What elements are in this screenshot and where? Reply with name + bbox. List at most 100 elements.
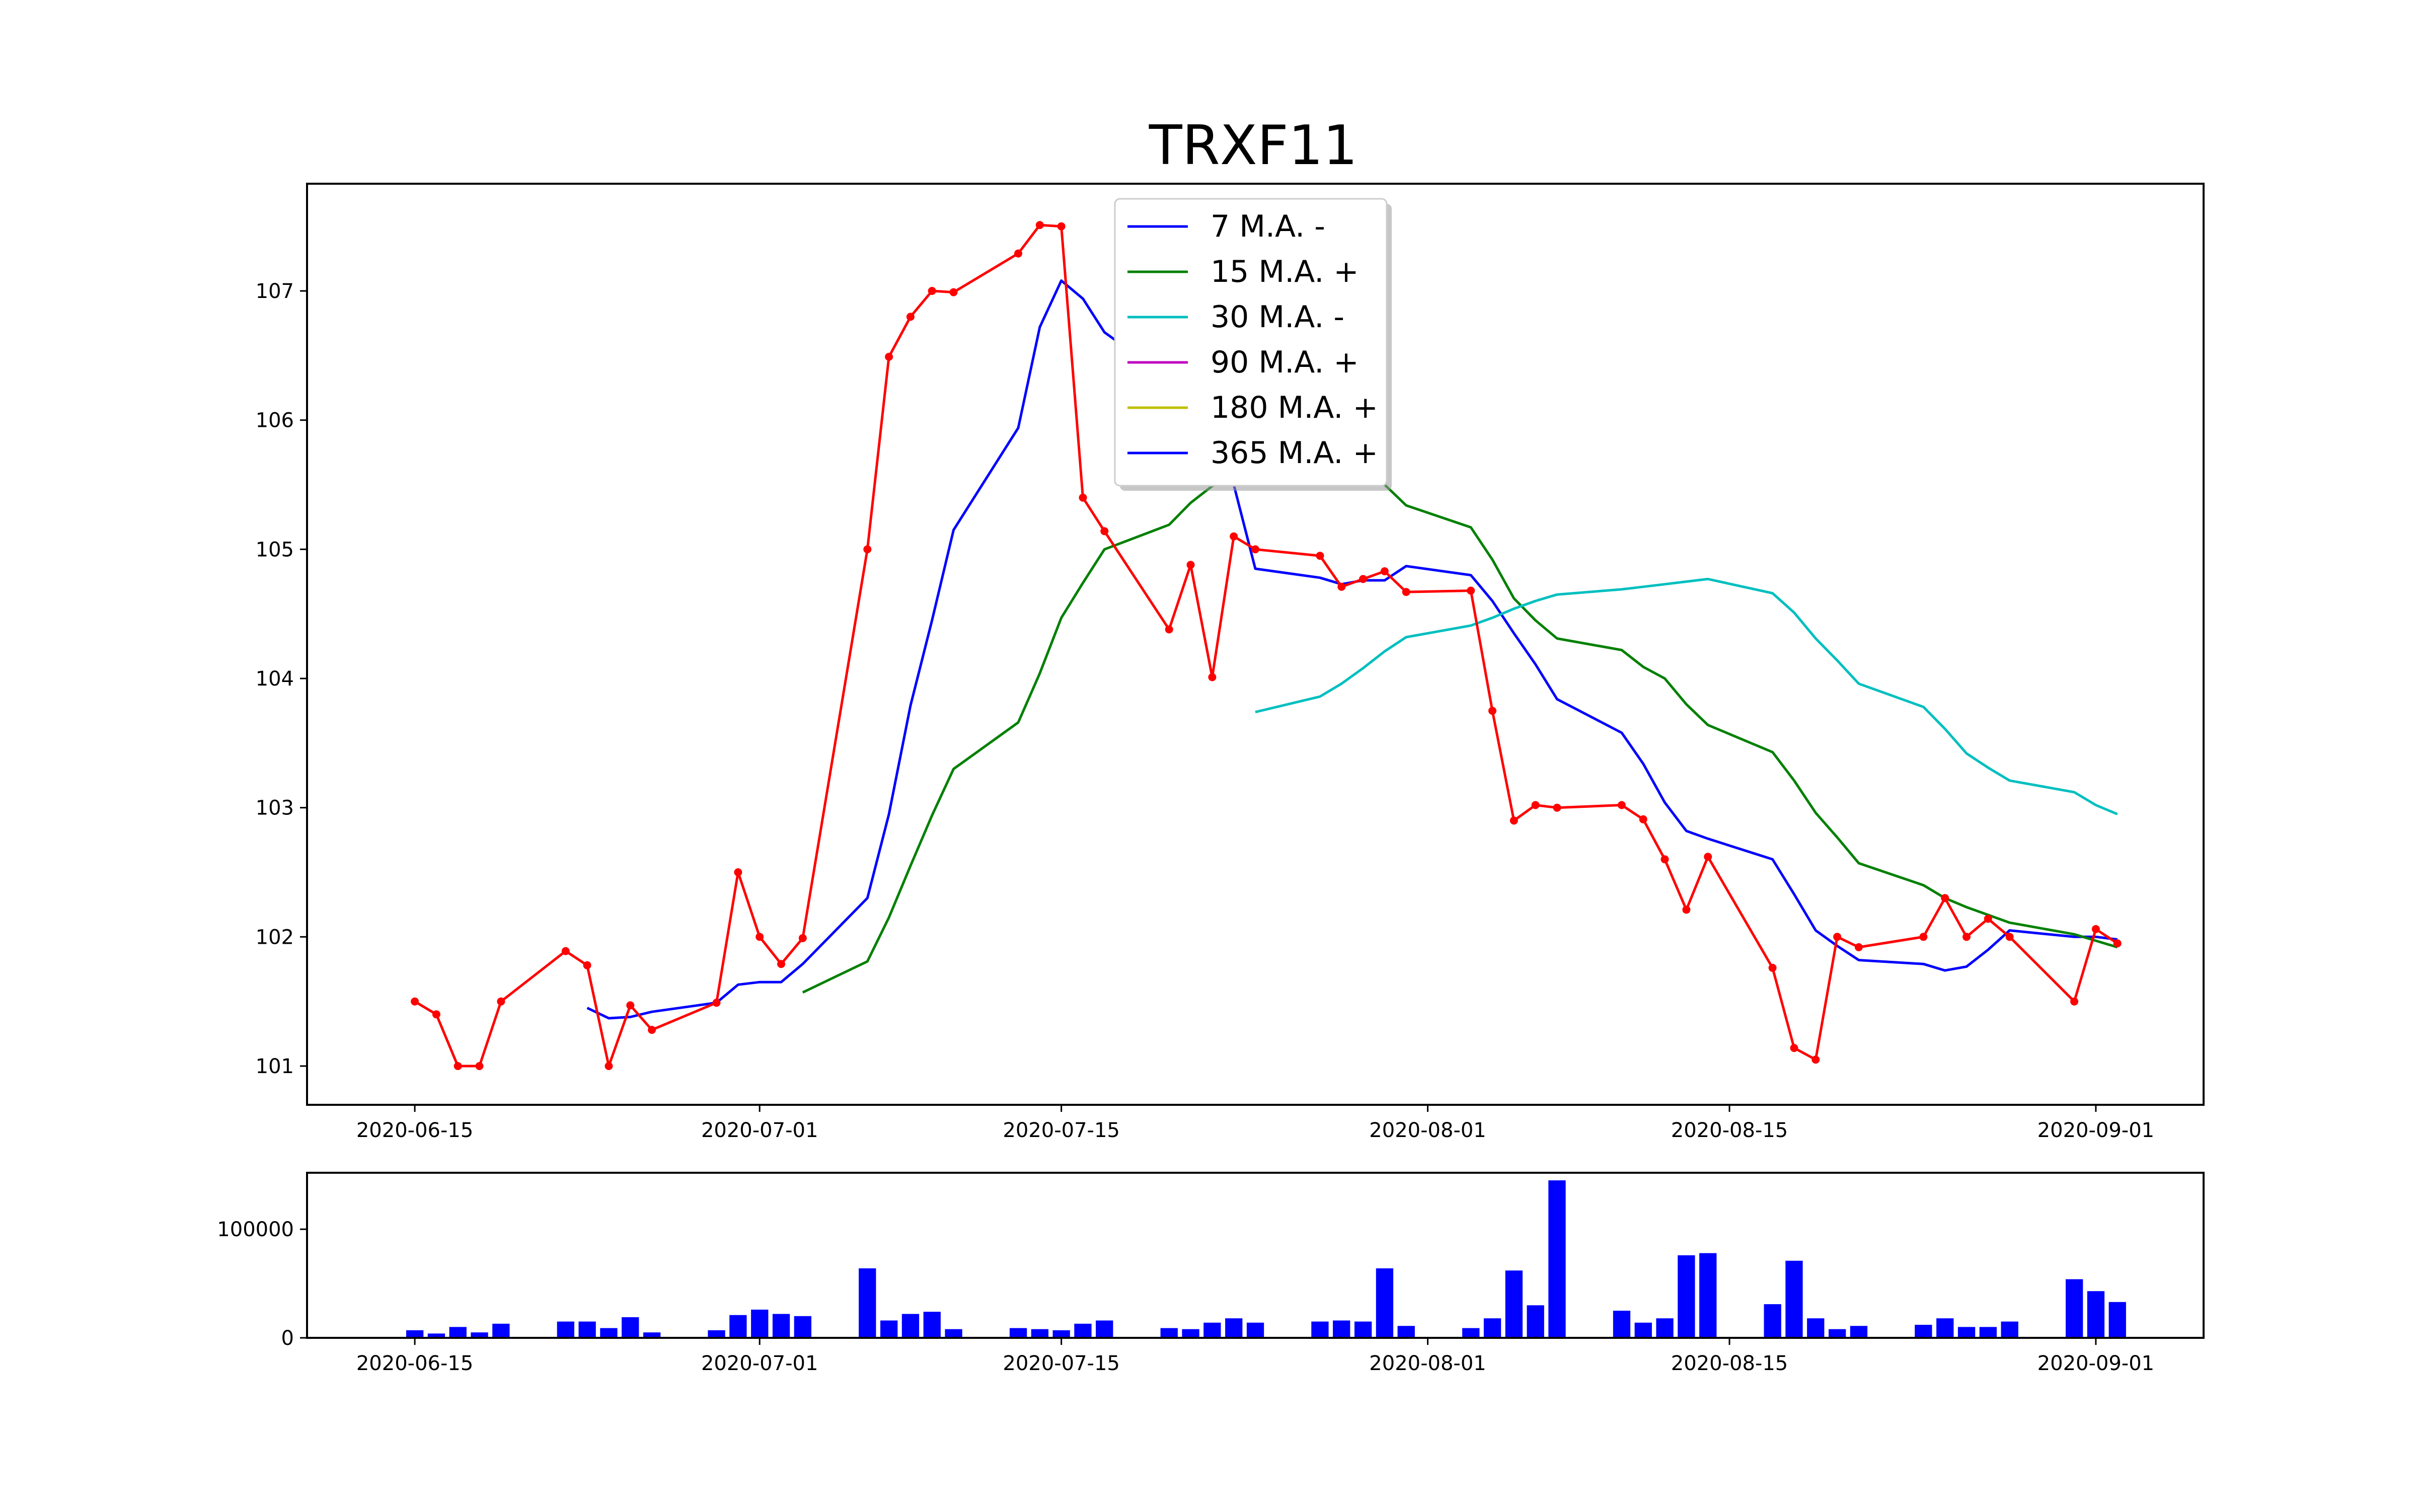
volume-bar — [471, 1332, 488, 1338]
price-point — [1359, 575, 1368, 583]
volume-bar — [2108, 1302, 2126, 1338]
volume-bar — [578, 1321, 596, 1338]
price-point — [1316, 552, 1324, 560]
volume-bar — [643, 1332, 661, 1338]
volume-x-tick-label: 2020-07-01 — [701, 1352, 818, 1375]
y-tick-label: 105 — [256, 538, 294, 561]
volume-bar — [1979, 1327, 1997, 1338]
volume-y-tick-label: 0 — [281, 1327, 294, 1350]
volume-bar — [2087, 1291, 2105, 1338]
volume-bar — [1957, 1327, 1976, 1338]
volume-bar — [1785, 1260, 1803, 1338]
volume-bar — [1548, 1180, 1566, 1338]
y-tick-label: 102 — [256, 926, 294, 949]
price-point — [1854, 943, 1863, 951]
price-point — [1531, 801, 1540, 809]
price-point — [1057, 222, 1066, 231]
volume-bar — [2066, 1279, 2083, 1338]
price-point — [561, 947, 570, 955]
price-point — [454, 1062, 462, 1070]
volume-bar — [1074, 1323, 1092, 1338]
volume-bar — [622, 1317, 639, 1338]
volume-bar — [1009, 1328, 1027, 1338]
volume-bar — [1505, 1270, 1523, 1338]
price-point — [1186, 561, 1195, 569]
price-point — [1984, 915, 1992, 923]
price-point — [1100, 527, 1109, 536]
volume-bar — [1225, 1318, 1243, 1338]
volume-bar — [1850, 1326, 1868, 1338]
price-point — [1509, 816, 1518, 825]
price-point — [1768, 963, 1777, 972]
volume-bar — [1246, 1322, 1264, 1338]
legend-label: 365 M.A. + — [1211, 435, 1378, 471]
volume-x-tick-label: 2020-08-01 — [1369, 1352, 1486, 1375]
price-point — [1639, 815, 1647, 823]
price-point — [1962, 933, 1971, 941]
price-point — [497, 997, 505, 1006]
price-point — [2113, 939, 2122, 948]
legend: 7 M.A. - 15 M.A. + 30 M.A. - 90 M.A. + 180 M… — [1114, 198, 1392, 491]
price-point — [949, 288, 958, 296]
legend-label: 7 M.A. - — [1211, 209, 1325, 244]
volume-bar — [1699, 1253, 1717, 1338]
price-point — [756, 933, 764, 941]
legend-label: 15 M.A. + — [1211, 254, 1359, 289]
price-point — [1380, 567, 1389, 575]
volume-bar — [1203, 1322, 1221, 1338]
price-point — [1014, 249, 1022, 258]
volume-bar — [708, 1330, 725, 1338]
x-tick-label: 2020-06-15 — [356, 1119, 473, 1142]
price-point — [734, 868, 742, 876]
legend-label: 30 M.A. - — [1211, 299, 1344, 335]
price-point — [1337, 582, 1346, 591]
price-point — [2091, 925, 2100, 933]
volume-bar — [772, 1314, 790, 1338]
volume-bar — [923, 1312, 941, 1338]
volume-bar — [1096, 1320, 1113, 1338]
volume-x-tick-label: 2020-06-15 — [356, 1352, 473, 1375]
volume-bar — [449, 1327, 467, 1338]
x-tick-label: 2020-08-15 — [1671, 1119, 1788, 1142]
volume-bar — [945, 1329, 962, 1338]
price-point — [605, 1062, 613, 1070]
price-point — [648, 1026, 656, 1034]
volume-bar — [1031, 1329, 1048, 1338]
price-point — [1467, 586, 1475, 595]
price-point — [1833, 933, 1842, 941]
volume-bar — [859, 1268, 876, 1338]
volume-bar — [1764, 1304, 1781, 1338]
volume-bar — [1678, 1255, 1695, 1338]
volume-bar — [1527, 1305, 1544, 1338]
volume-plot: 0 100000 2020-06-15 2020-07-01 2020-07-15 202… — [217, 1172, 2205, 1375]
volume-bar — [557, 1321, 574, 1338]
price-point — [1682, 905, 1691, 914]
x-tick-label: 2020-07-01 — [701, 1119, 818, 1142]
price-point — [1704, 853, 1712, 861]
price-point — [626, 1001, 635, 1010]
price-point — [863, 545, 872, 554]
price-plot-frame — [306, 183, 2205, 1106]
price-point — [1941, 894, 1949, 902]
volume-bar — [492, 1323, 510, 1338]
volume-bar — [1656, 1318, 1674, 1338]
price-point — [1251, 545, 1259, 554]
volume-x-tick-label: 2020-07-15 — [1003, 1352, 1119, 1375]
x-tick-label: 2020-09-01 — [2037, 1119, 2154, 1142]
price-point — [1402, 588, 1410, 596]
price-point — [906, 313, 915, 321]
price-point — [475, 1062, 484, 1070]
volume-bar — [751, 1309, 769, 1338]
price-point — [1553, 803, 1561, 812]
price-point — [885, 352, 893, 361]
price-point — [1208, 673, 1217, 682]
y-tick-label: 106 — [256, 409, 294, 432]
volume-bar — [1333, 1320, 1350, 1338]
series-line — [802, 463, 2118, 994]
price-point — [1919, 933, 1928, 941]
volume-bar — [880, 1320, 898, 1338]
price-point — [1617, 801, 1626, 809]
price-point — [798, 934, 807, 942]
volume-x-tick-label: 2020-09-01 — [2037, 1352, 2154, 1375]
